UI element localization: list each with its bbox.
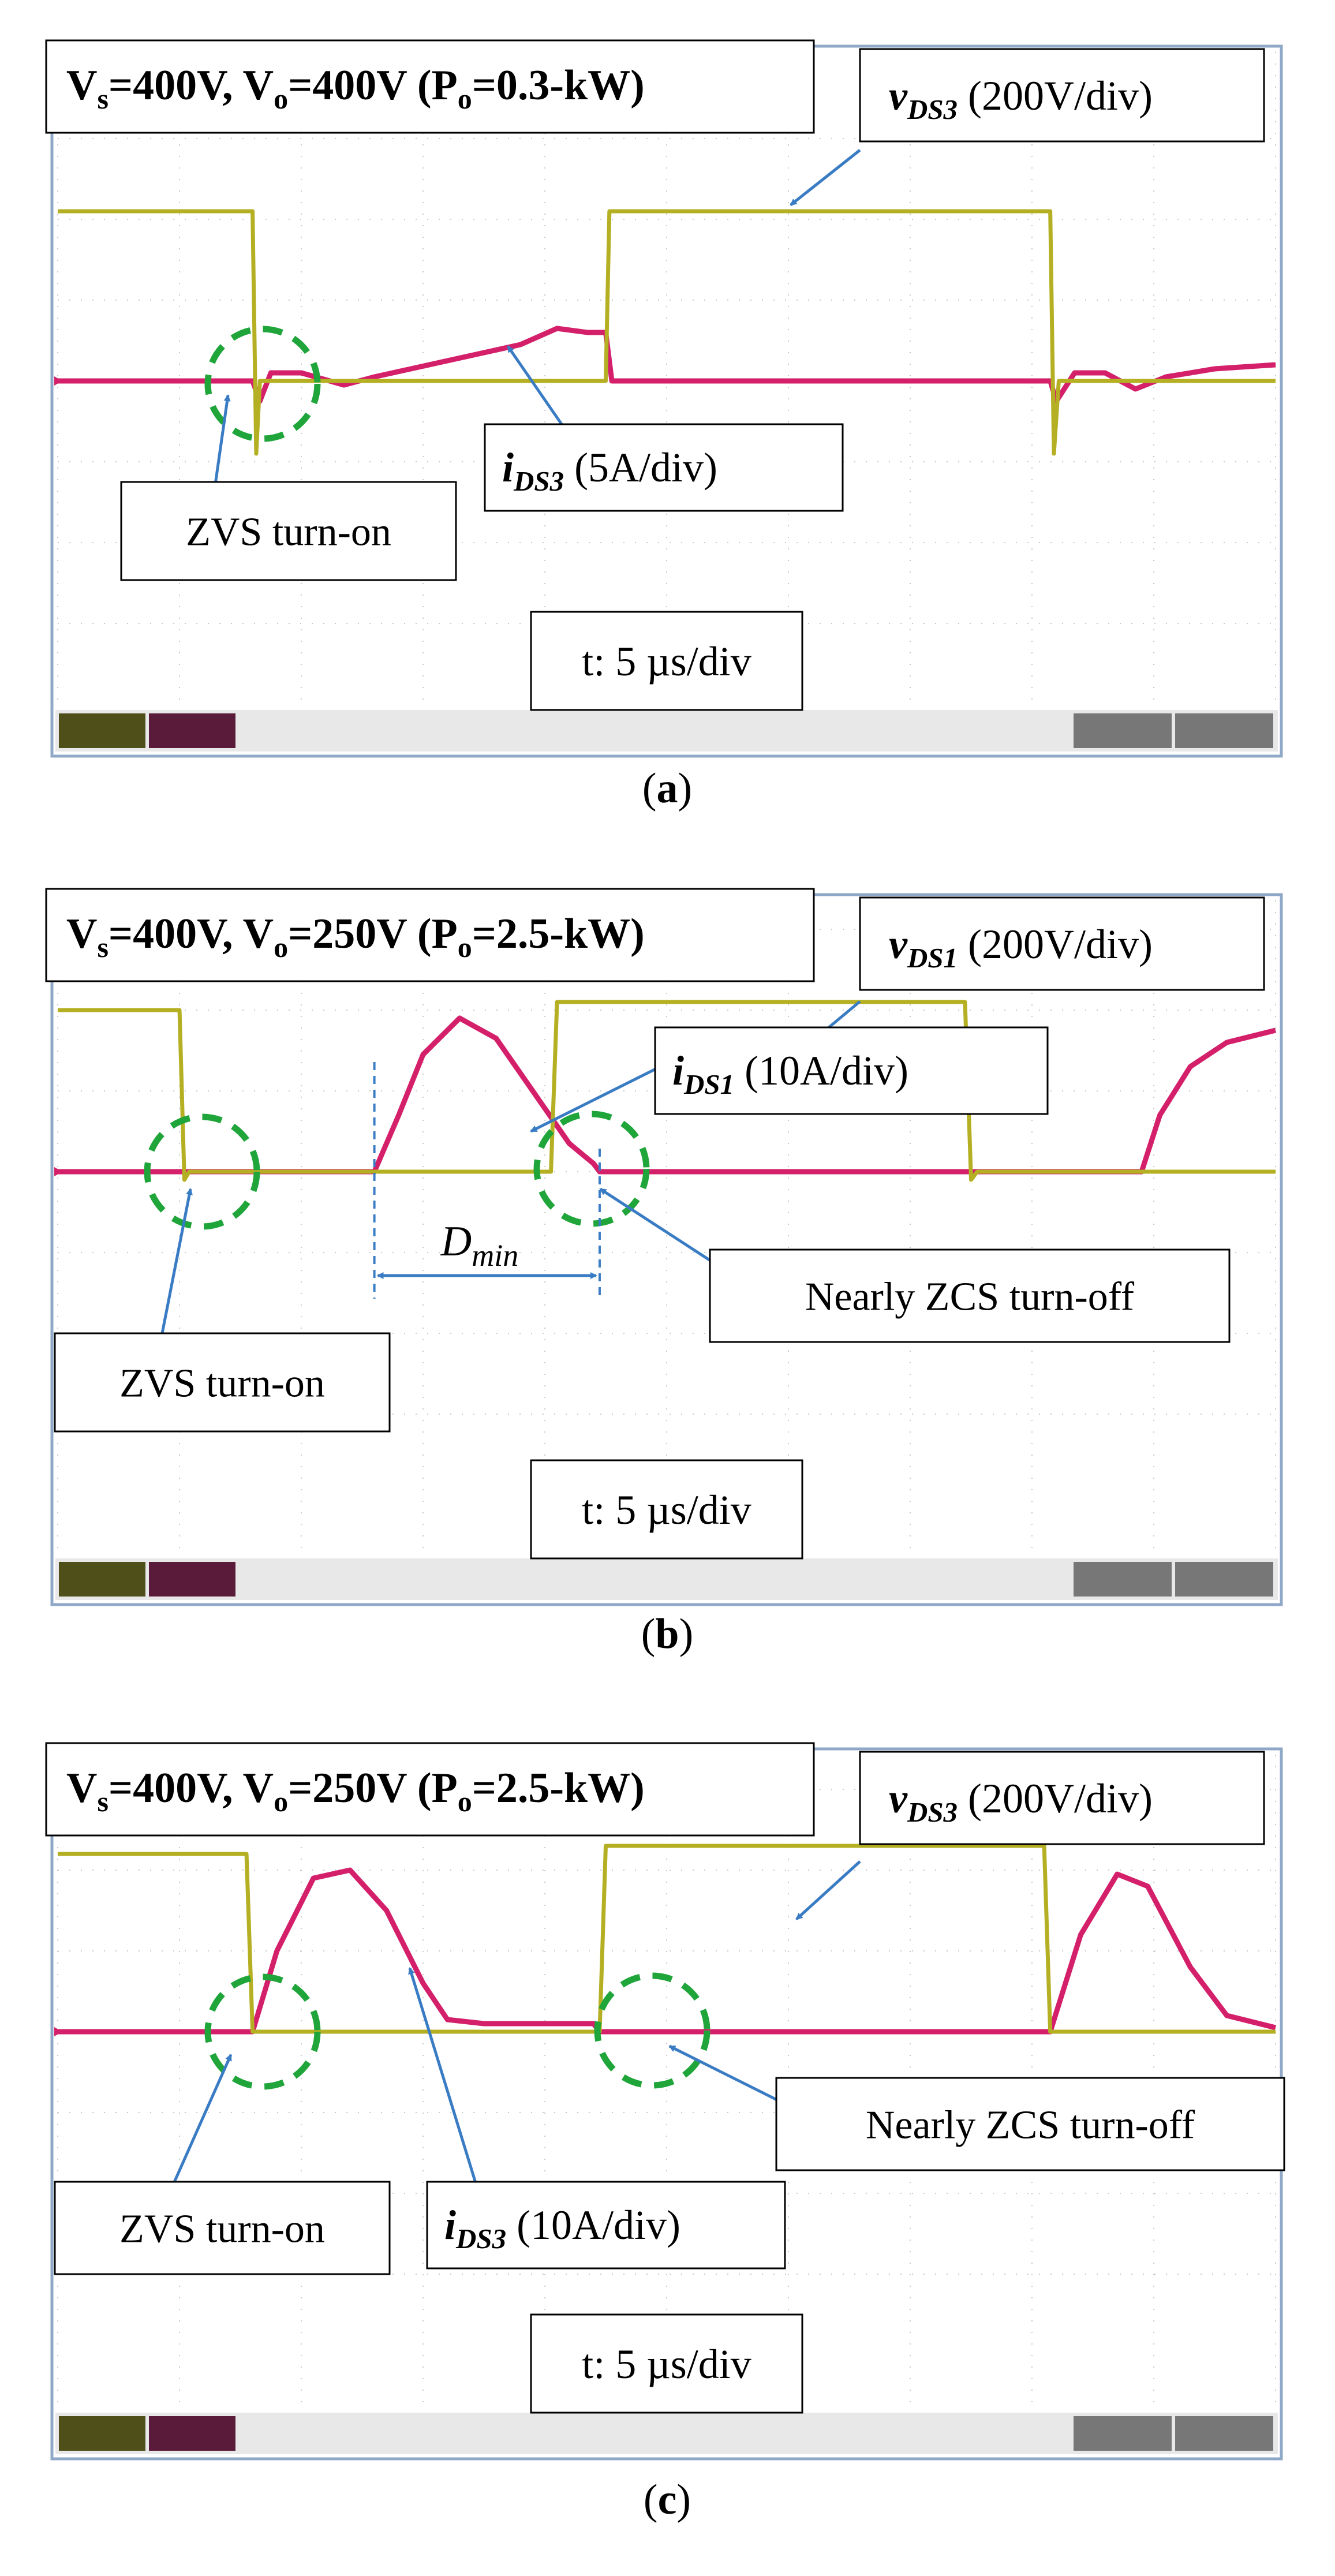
zvs-label-box (54, 1332, 391, 1433)
zvs-label: ZVS turn-on (119, 1362, 325, 1406)
panel-title: Vs=400V, Vo=250V (Po=2.5-kW) (66, 1764, 645, 1818)
timebase-label: t: 5 µs/div (582, 638, 751, 685)
channel1-readout (59, 2416, 145, 2451)
zcs-label-box (775, 2077, 1285, 2171)
zvs-label: ZVS turn-on (186, 510, 391, 555)
zvs-arrow (171, 2054, 233, 2186)
scope-panel-a: Vs=400V, Vo=400V (Po=0.3-kW) vDS3 (200V/d… (45, 39, 1283, 758)
voltage-label-box (859, 896, 1265, 991)
voltage-arrow (790, 149, 861, 206)
current-label: iDS3 (5A/div) (502, 444, 717, 497)
channel2-readout (149, 1562, 235, 1597)
current-trace (58, 1015, 1277, 1175)
timebase-box (530, 611, 803, 711)
scope-panel-b: Vs=400V, Vo=250V (Po=2.5-kW) vDS1 (200V/d… (45, 888, 1283, 1606)
channel1-readout (59, 713, 145, 748)
zvs-label: ZVS turn-on (119, 2207, 325, 2252)
timebase-box (530, 1459, 803, 1560)
timebase-readout (1074, 2416, 1172, 2451)
zvs-circle (204, 1973, 321, 2090)
zcs-arrow (668, 2044, 798, 2111)
current-arrow (408, 1967, 478, 2185)
figure-caption: (a) (642, 765, 692, 812)
zvs-arrow (160, 1188, 193, 1337)
figure-caption: (b) (641, 1610, 693, 1658)
current-arrow (506, 345, 567, 431)
zcs-arrow (599, 1187, 717, 1266)
voltage-trace (58, 1844, 1276, 2034)
voltage-label-box (859, 48, 1265, 143)
channel2-readout (149, 713, 235, 748)
title-box (45, 39, 815, 134)
title-box (45, 888, 815, 982)
zvs-circle (594, 1972, 710, 2089)
channel1-readout (59, 1562, 145, 1597)
title-box (45, 1742, 815, 1837)
current-label: iDS1 (10A/div) (672, 1048, 908, 1100)
timebase-readout (1074, 713, 1172, 748)
voltage-label: vDS3 (200V/div) (889, 1775, 1153, 1828)
current-arrow (530, 1066, 659, 1133)
voltage-label: vDS1 (200V/div) (889, 921, 1153, 974)
zvs-label-box (120, 481, 457, 581)
dmin-label: Dmin (440, 1218, 518, 1273)
panel-title: Vs=400V, Vo=250V (Po=2.5-kW) (66, 910, 645, 963)
zcs-label: Nearly ZCS turn-off (866, 2103, 1195, 2148)
voltage-label-box (859, 1751, 1265, 1845)
timebase-label: t: 5 µs/div (582, 1487, 751, 1533)
zvs-circle (204, 326, 321, 442)
current-label: iDS3 (10A/div) (444, 2202, 680, 2255)
current-label-box (484, 423, 844, 512)
zcs-label: Nearly ZCS turn-off (805, 1275, 1135, 1319)
zvs-circle (144, 1113, 260, 1230)
figure-caption: (c) (644, 2476, 691, 2523)
zvs-label-box (54, 2181, 391, 2275)
zcs-label-box (709, 1248, 1231, 1343)
current-trace (58, 1867, 1277, 2035)
current-trace (58, 326, 1276, 404)
voltage-trace (58, 1000, 1276, 1182)
timebase-box (530, 2313, 803, 2414)
current-label-box (654, 1026, 1049, 1115)
voltage-trace (58, 209, 1276, 456)
trigger-readout (1175, 713, 1273, 748)
voltage-arrow (795, 1860, 861, 1920)
voltage-label: vDS3 (200V/div) (889, 73, 1153, 125)
trigger-readout (1175, 1562, 1273, 1597)
zvs-circle (533, 1111, 650, 1227)
trigger-readout (1175, 2416, 1273, 2451)
panel-title: Vs=400V, Vo=400V (Po=0.3-kW) (66, 62, 645, 115)
channel2-readout (149, 2416, 235, 2451)
zvs-arrow (212, 394, 231, 497)
current-label-box (426, 2181, 786, 2270)
timebase-label: t: 5 µs/div (582, 2341, 751, 2387)
timebase-readout (1074, 1562, 1172, 1597)
